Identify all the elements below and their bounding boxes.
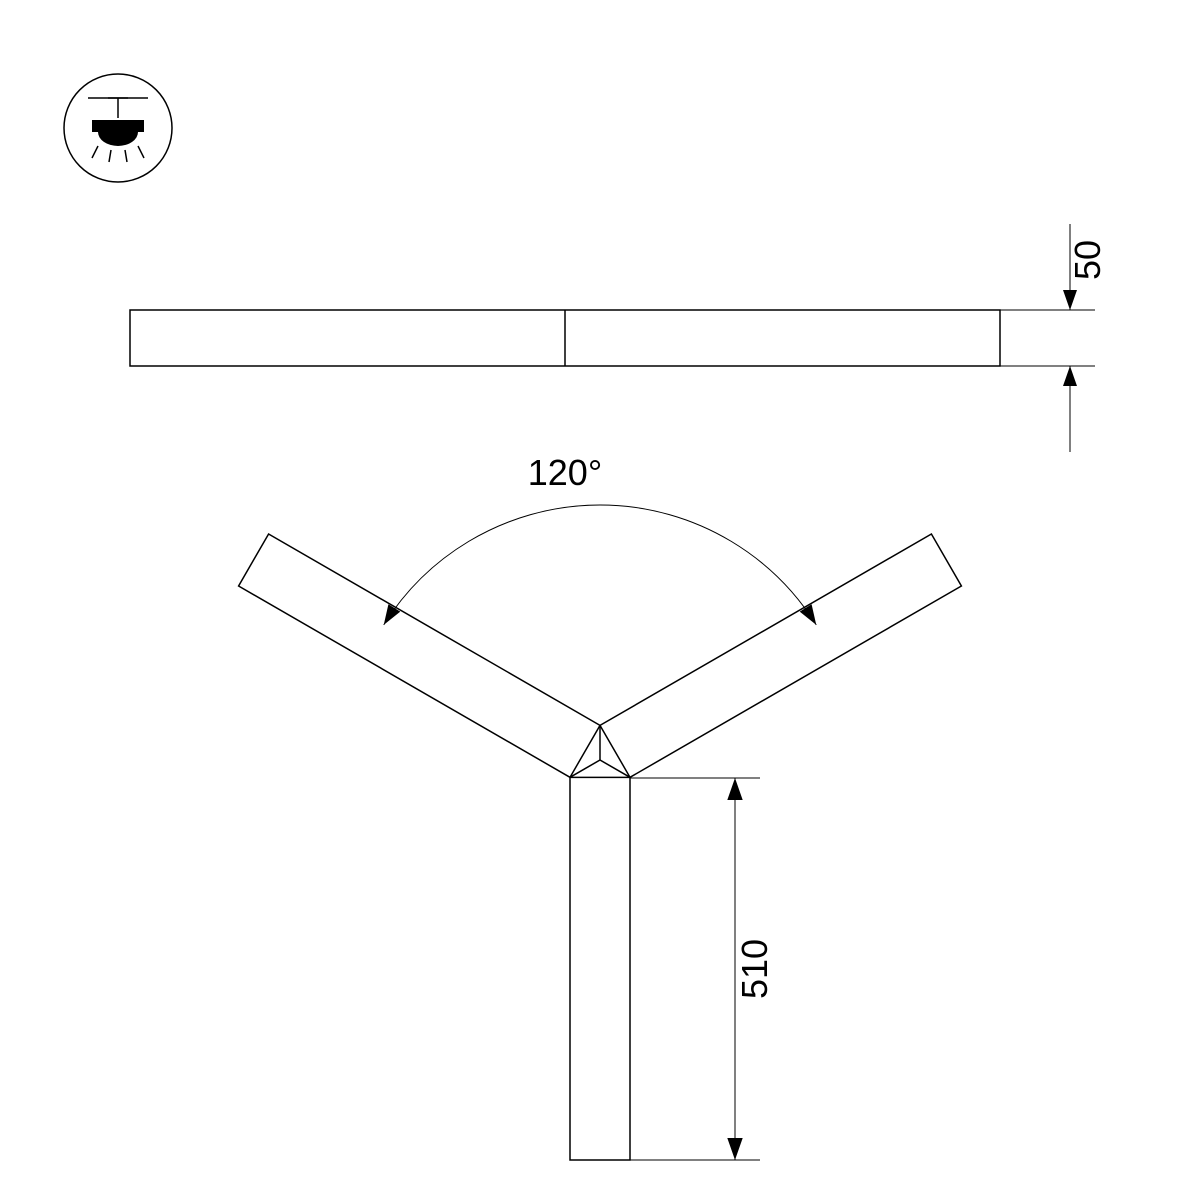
side-elevation [130,310,1000,366]
dimension-arm-length: 510 [630,778,775,1160]
dimension-height-label: 50 [1067,240,1108,280]
mount-type-icon [64,74,172,182]
plan-view [239,534,962,1160]
dimension-height: 50 [1000,224,1108,452]
dimension-angle-label: 120° [528,452,602,493]
dimension-arm-label: 510 [734,939,775,999]
dimension-angle: 120° [384,452,817,625]
